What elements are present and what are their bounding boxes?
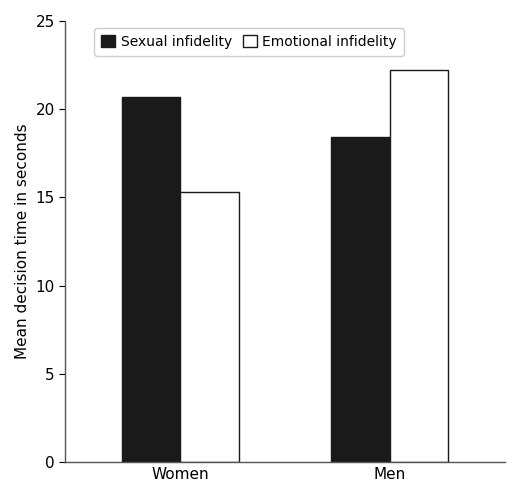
Bar xyxy=(180,192,239,462)
Bar xyxy=(331,138,390,462)
Legend: Sexual infidelity, Emotional infidelity: Sexual infidelity, Emotional infidelity xyxy=(94,28,404,56)
Y-axis label: Mean decision time in seconds: Mean decision time in seconds xyxy=(15,124,30,359)
Bar xyxy=(390,71,448,462)
Bar xyxy=(122,97,180,462)
